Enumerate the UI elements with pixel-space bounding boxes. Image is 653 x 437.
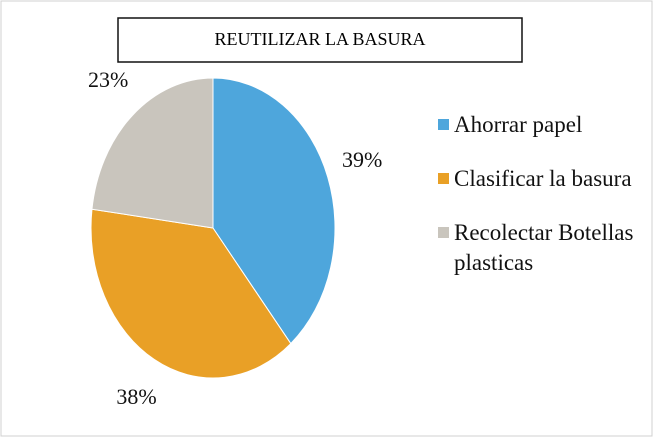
data-label: 23% [88,67,128,92]
legend-label: Recolectar Botellas plasticas [454,220,634,275]
legend-swatch [438,119,449,130]
legend-item: Clasificar la basura [436,164,646,194]
legend-label: Clasificar la basura [454,166,632,191]
legend-item: Recolectar Botellas plasticas [436,218,646,278]
pie-slice [91,77,214,229]
pie-slice [212,77,336,345]
legend-item: Ahorrar papel [436,110,646,140]
legend-label: Ahorrar papel [454,112,583,137]
legend-swatch [438,227,449,238]
legend: Ahorrar papel Clasificar la basura Recolec… [436,110,646,302]
title-box [117,17,523,63]
data-label: 38% [116,384,156,409]
chart-title: REUTILIZAR LA BASURA [215,29,426,49]
pie-slice [90,208,292,379]
data-label: 39% [342,147,382,172]
legend-swatch [438,173,449,184]
